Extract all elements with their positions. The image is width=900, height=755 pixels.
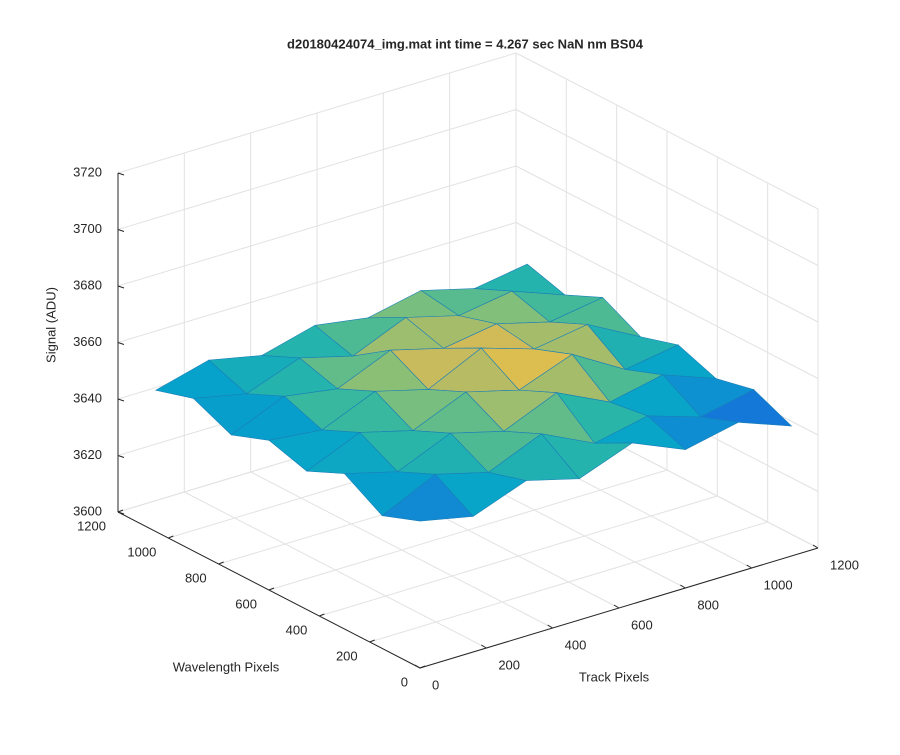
y-axis-label: Wavelength Pixels <box>173 659 280 674</box>
z-tick-label: 3620 <box>73 447 102 462</box>
z-axis-label: Signal (ADU) <box>43 287 58 363</box>
z-tick <box>117 511 125 515</box>
grid-line <box>515 165 819 323</box>
y-tick-label: 1000 <box>127 544 156 559</box>
grid-line <box>369 521 768 643</box>
y-tick-label: 600 <box>235 596 257 611</box>
grid-line <box>319 495 718 617</box>
z-tick <box>117 285 125 289</box>
y-tick <box>168 535 174 539</box>
z-tick <box>117 398 125 402</box>
z-tick-label: 3600 <box>73 503 102 518</box>
y-tick-label: 0 <box>401 674 408 689</box>
x-tick-label: 200 <box>498 657 520 672</box>
z-tick-label: 3680 <box>73 277 102 292</box>
y-tick <box>419 665 426 669</box>
z-tick <box>117 172 125 176</box>
x-axis-label: Track Pixels <box>579 669 650 684</box>
x-tick-label: 1200 <box>830 557 859 572</box>
grid-line <box>515 52 819 210</box>
grid-line <box>515 222 819 379</box>
x-tick-label: 0 <box>432 677 439 692</box>
z-tick-label: 3640 <box>73 390 102 405</box>
surface-patch <box>381 473 474 522</box>
y-tick <box>268 587 275 591</box>
x-tick-label: 400 <box>565 637 587 652</box>
grid-line <box>117 52 517 174</box>
z-tick-label: 3720 <box>73 164 102 179</box>
grid-line <box>268 469 668 591</box>
z-tick <box>117 342 125 345</box>
x-tick <box>680 584 686 589</box>
y-tick <box>117 509 124 513</box>
x-tick <box>746 564 752 569</box>
x-tick-label: 600 <box>631 617 653 632</box>
x-tick-label: 1000 <box>764 577 793 592</box>
y-tick-label: 1200 <box>77 518 106 533</box>
y-tick <box>369 639 375 643</box>
y-tick <box>218 561 224 565</box>
grid-line <box>117 222 517 343</box>
grid-line <box>117 109 517 230</box>
z-tick-label: 3700 <box>73 221 102 236</box>
chart-title: d20180424074_img.mat int time = 4.267 se… <box>287 36 644 51</box>
x-tick <box>414 664 421 669</box>
grid-line <box>117 165 517 287</box>
y-tick-label: 400 <box>286 622 308 637</box>
x-tick <box>812 544 819 549</box>
y-tick-label: 800 <box>185 570 207 585</box>
grid-line <box>515 109 819 266</box>
z-tick <box>117 455 125 458</box>
x-tick <box>547 624 553 629</box>
x-tick <box>481 644 487 649</box>
x-tick <box>613 604 620 609</box>
z-tick-label: 3660 <box>73 334 102 349</box>
x-tick-label: 800 <box>697 597 719 612</box>
y-tick <box>319 613 325 617</box>
y-tick-label: 200 <box>336 648 358 663</box>
z-tick <box>117 229 125 232</box>
